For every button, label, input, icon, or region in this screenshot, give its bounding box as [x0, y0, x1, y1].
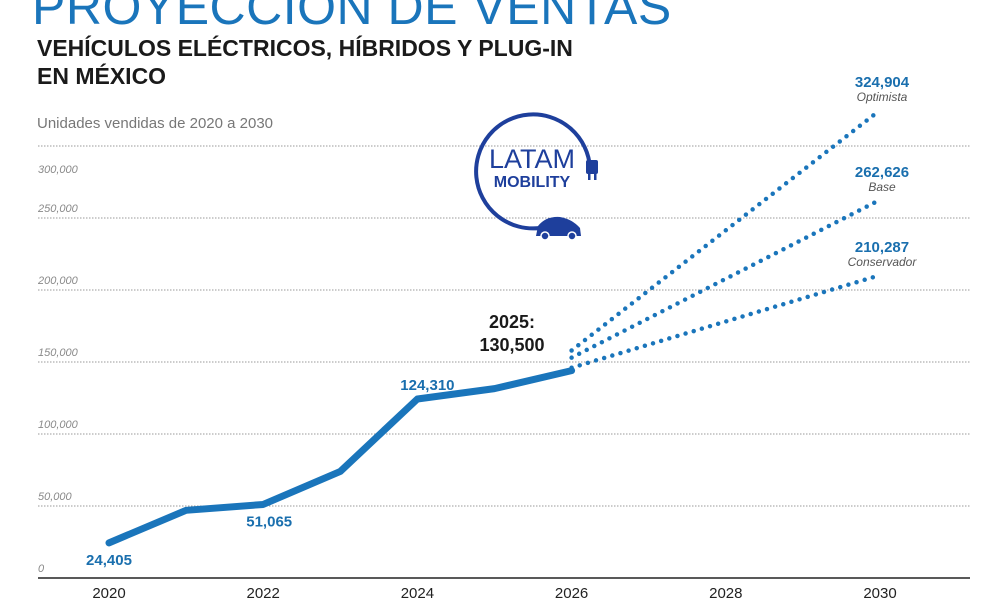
y-tick-label: 200,000 — [37, 275, 79, 287]
historical-sales-line — [105, 367, 576, 547]
projection-line-conservador — [569, 272, 883, 371]
x-tick-label: 2020 — [92, 585, 125, 600]
subtitle-line-1: VEHÍCULOS ELÉCTRICOS, HÍBRIDOS Y PLUG-IN — [37, 35, 573, 61]
y-tick-label: 300,000 — [38, 164, 79, 176]
y-tick-label: 0 — [38, 563, 45, 575]
projection-value-label: 262,626 — [855, 164, 909, 181]
x-tick-label: 2026 — [555, 585, 588, 600]
subtitle-line-2: EN MÉXICO — [37, 63, 167, 89]
annotation-year: 2025: — [489, 312, 535, 332]
data-label: 24,405 — [86, 552, 132, 569]
plug-icon — [586, 160, 598, 174]
data-label: 124,310 — [400, 377, 454, 394]
x-tick-label: 2030 — [863, 585, 896, 600]
latam-mobility-logo: LATAM MOBILITY — [474, 112, 598, 241]
projection-line-base — [569, 197, 883, 360]
logo-text-latam: LATAM — [489, 144, 575, 174]
y-tick-label: 250,000 — [37, 203, 79, 215]
x-tick-label: 2028 — [709, 585, 742, 600]
x-tick-label: 2022 — [247, 585, 280, 600]
page-title: PROYECCIÓN DE VENTAS — [32, 0, 672, 35]
y-tick-label: 150,000 — [38, 347, 79, 359]
projection-line-optimista — [569, 107, 883, 353]
y-tick-label: 100,000 — [38, 419, 79, 431]
x-tick-label: 2024 — [401, 585, 434, 600]
projection-value-label: 210,287 — [855, 239, 909, 256]
logo-cable-arc — [474, 112, 592, 231]
data-label: 51,065 — [246, 513, 292, 530]
projection-value-label: 324,904 — [855, 74, 910, 91]
units-label: Unidades vendidas de 2020 a 2030 — [37, 115, 274, 132]
annotation-value: 130,500 — [479, 335, 544, 355]
scenario-name-label: Base — [868, 180, 896, 194]
scenario-name-label: Conservador — [848, 255, 918, 269]
scenario-name-label: Optimista — [857, 90, 908, 104]
logo-text-mobility: MOBILITY — [494, 174, 571, 191]
y-tick-label: 50,000 — [38, 491, 73, 503]
car-icon — [536, 216, 581, 236]
